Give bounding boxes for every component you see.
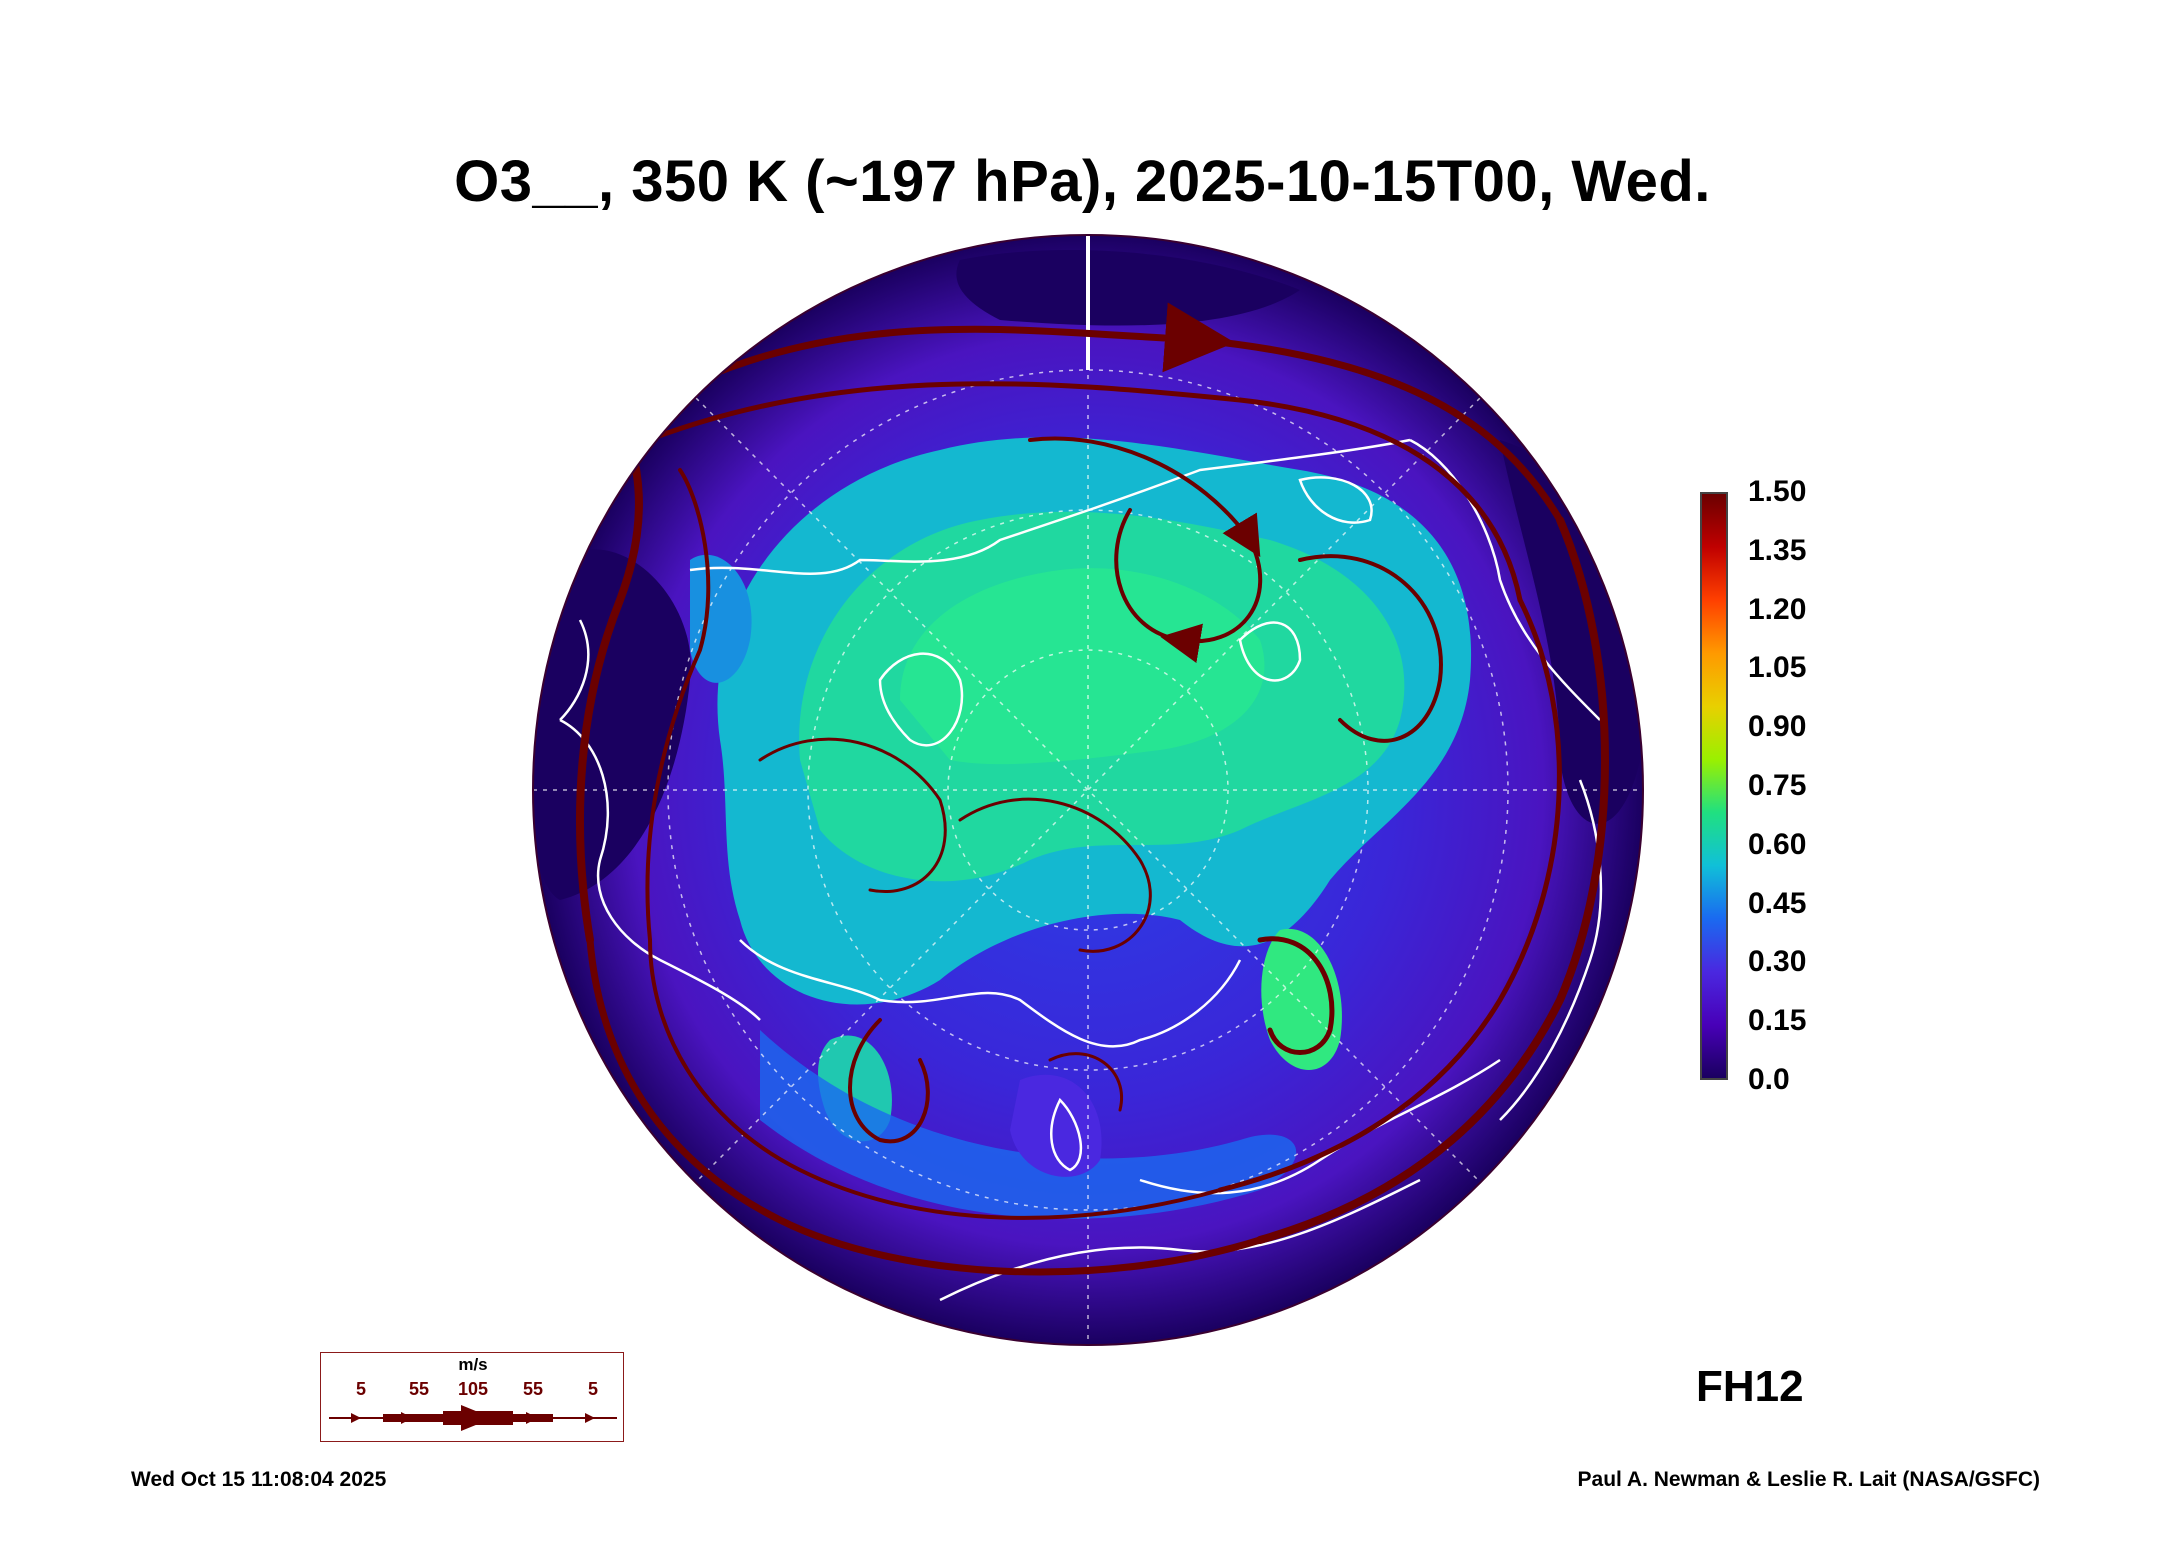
wind-arrow-scale	[329, 1405, 617, 1431]
timestamp: Wed Oct 15 11:08:04 2025	[131, 1468, 387, 1491]
ozone-field	[533, 235, 1643, 1345]
colorbar-tick-label: 0.45	[1748, 886, 1807, 920]
colorbar-tick-label: 0.0	[1748, 1063, 1790, 1096]
colorbar-tick-label: 0.75	[1748, 769, 1807, 802]
colorbar-tick-label: 1.05	[1748, 651, 1807, 685]
wind-speed-label: 55	[408, 1379, 430, 1399]
wind-speed-label: 105	[457, 1379, 489, 1399]
forecast-hour-label: FH12	[1696, 1362, 1804, 1411]
wind-speed-label: 5	[355, 1379, 367, 1399]
wind-speed-legend: m/s 5 55 105 55 5	[320, 1352, 624, 1442]
wind-speed-label: 55	[522, 1379, 544, 1399]
colorbar-tick-label: 0.90	[1748, 710, 1807, 744]
colorbar-tick-label: 0.60	[1748, 827, 1807, 861]
colorbar-tick-label: 1.20	[1748, 592, 1807, 626]
credit: Paul A. Newman & Leslie R. Lait (NASA/GS…	[1577, 1468, 2040, 1491]
colorbar-tick-label: 1.50	[1748, 475, 1807, 508]
colorbar	[1700, 492, 1728, 1080]
wind-unit-label: m/s	[458, 1355, 488, 1374]
colorbar-tick-label: 0.30	[1748, 945, 1807, 979]
colorbar-tick-label: 1.35	[1748, 533, 1807, 567]
colorbar-tick-label: 0.15	[1748, 1004, 1807, 1038]
map-title: O3__, 350 K (~197 hPa), 2025-10-15T00, W…	[454, 149, 1711, 214]
wind-speed-label: 5	[587, 1379, 599, 1399]
